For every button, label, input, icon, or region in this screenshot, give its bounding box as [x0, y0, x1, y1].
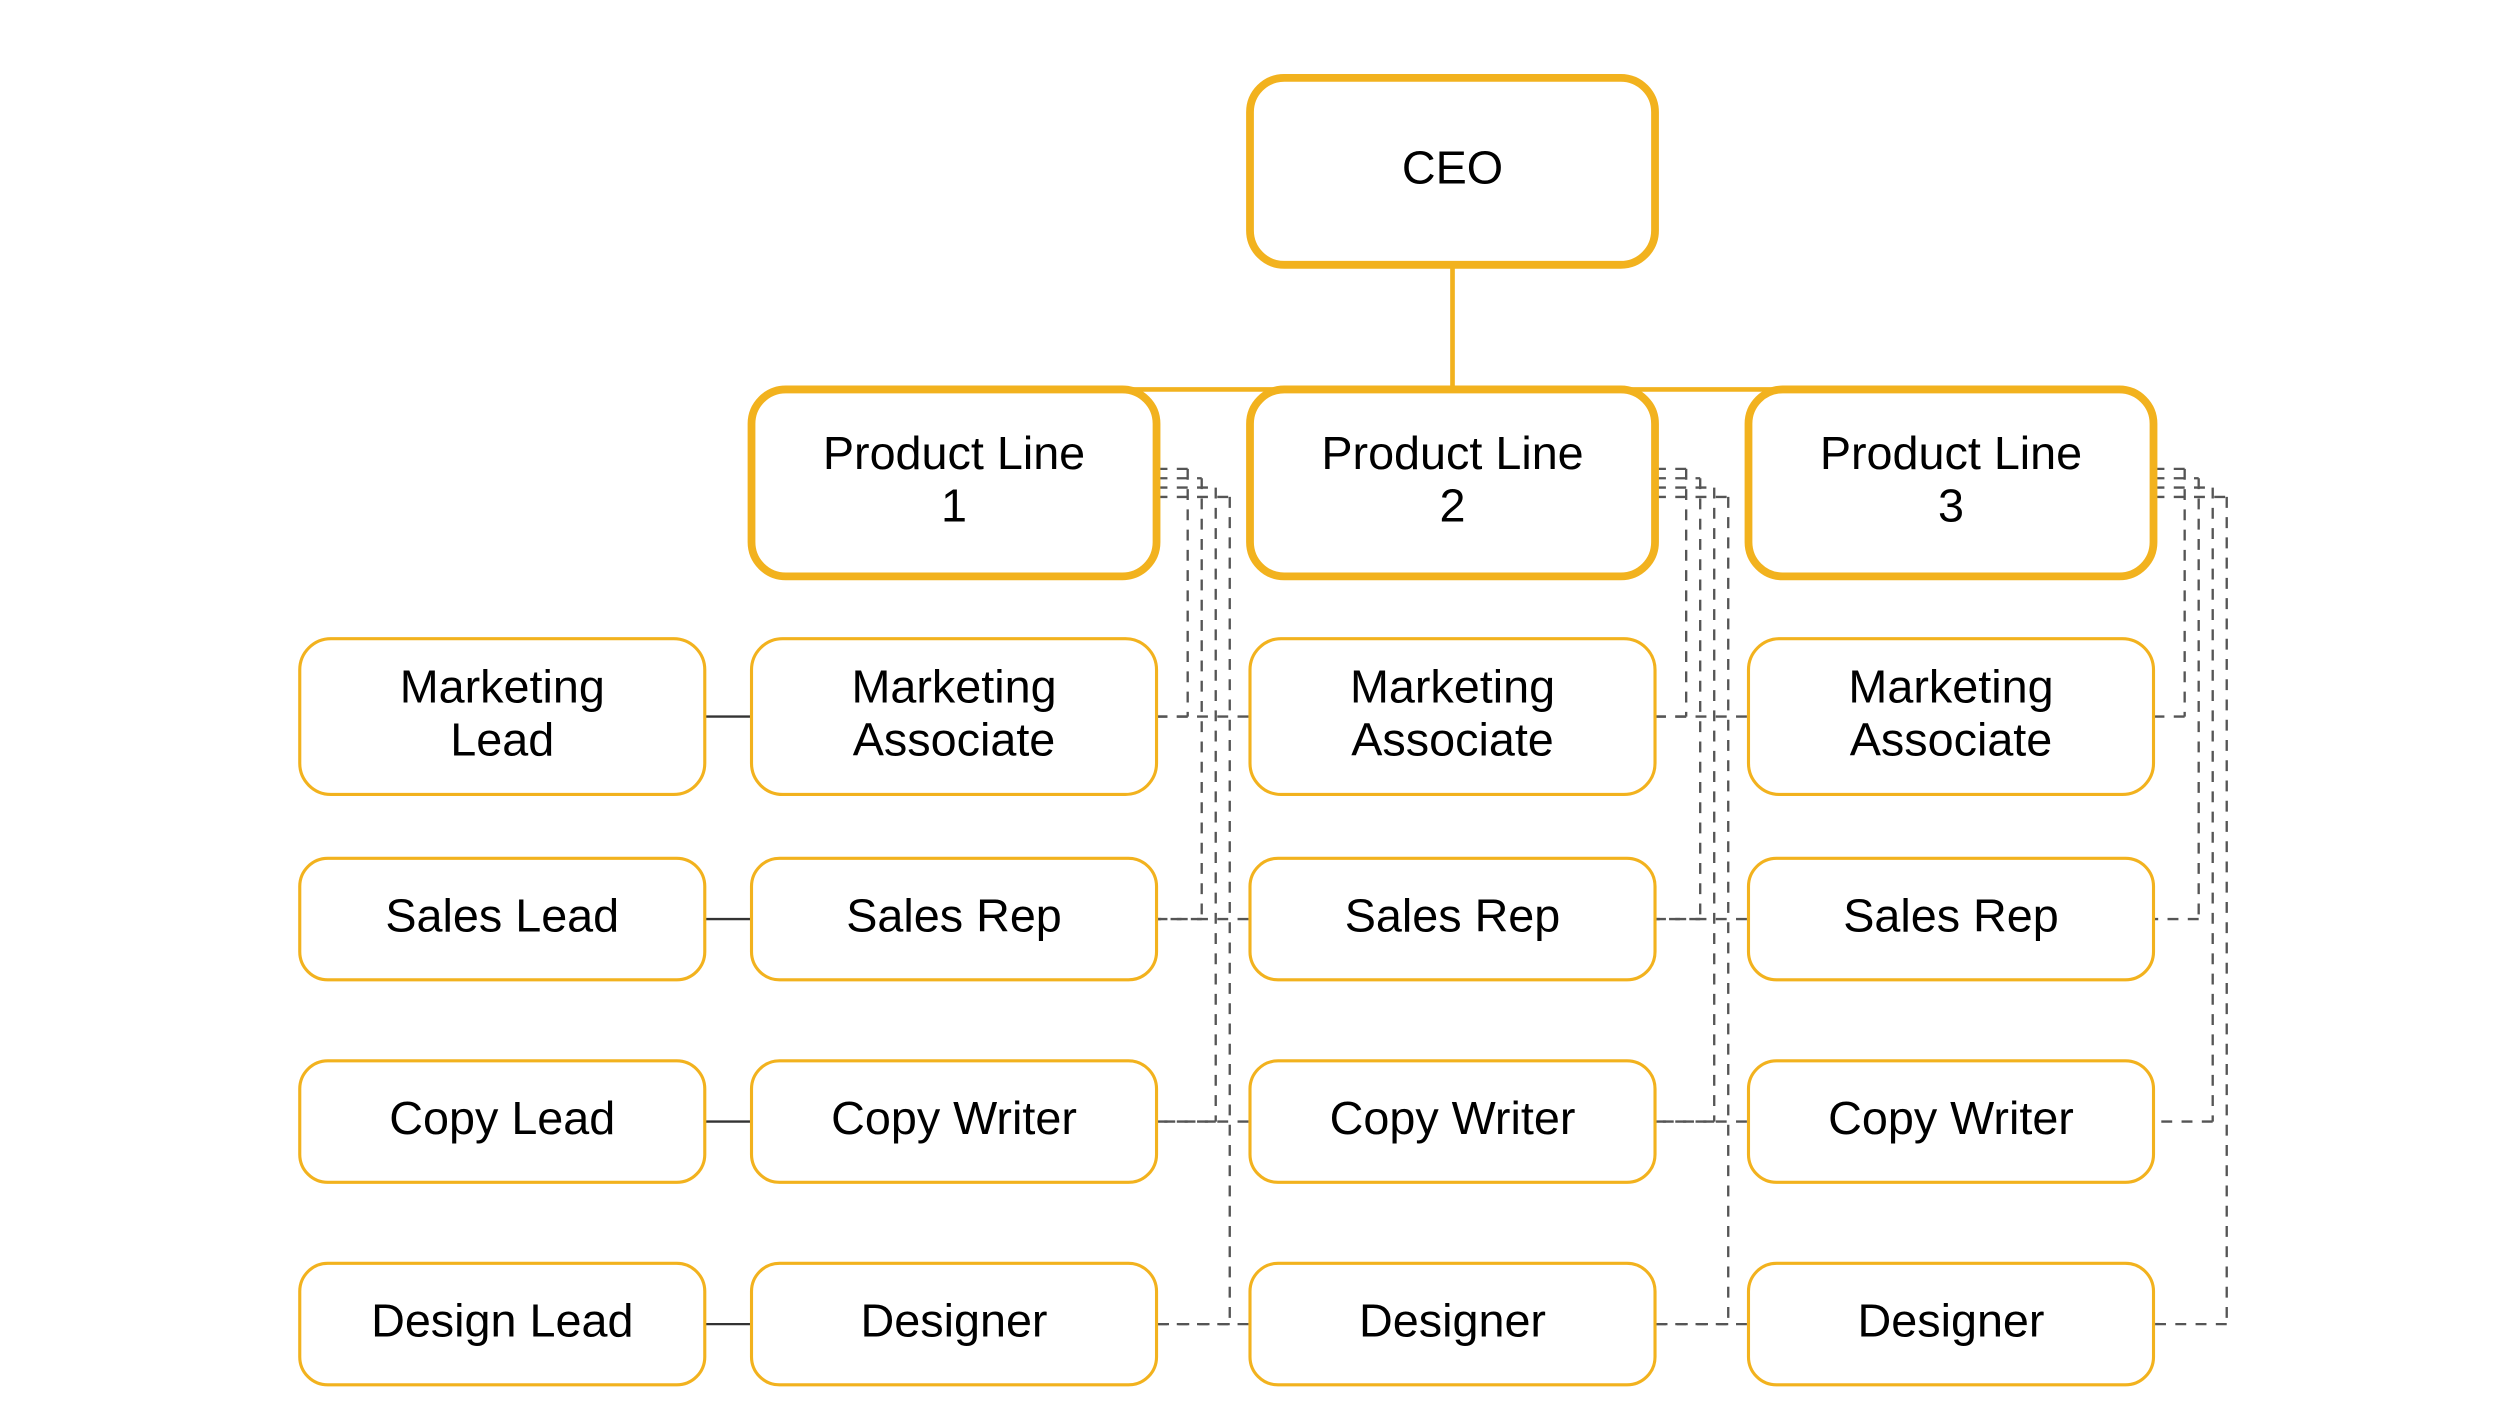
node-lead3: Copy Lead — [300, 1061, 705, 1183]
node-p2r3-label-line-0: Copy Writer — [1330, 1092, 1576, 1144]
node-p3r1: MarketingAssociate — [1748, 639, 2153, 795]
node-p1r2-label-line-0: Sales Rep — [846, 889, 1062, 941]
node-ceo-label-line-0: CEO — [1402, 142, 1503, 194]
node-p2r1-label-line-1: Associate — [1351, 713, 1554, 765]
node-p1r4: Designer — [752, 1263, 1157, 1385]
node-p2r4-label-line-0: Designer — [1359, 1294, 1546, 1346]
node-p2: Product Line2 — [1250, 389, 1655, 576]
node-p3r4: Designer — [1748, 1263, 2153, 1385]
node-p3r3: Copy Writer — [1748, 1061, 2153, 1183]
node-p3r3-label-line-0: Copy Writer — [1828, 1092, 2074, 1144]
node-p3: Product Line3 — [1748, 389, 2153, 576]
org-chart: CEOProduct Line1Product Line2Product Lin… — [0, 0, 2500, 1402]
node-p3r2-label-line-0: Sales Rep — [1843, 889, 2059, 941]
node-p2r3: Copy Writer — [1250, 1061, 1655, 1183]
node-lead2: Sales Lead — [300, 858, 705, 980]
node-p3r2: Sales Rep — [1748, 858, 2153, 980]
node-lead4: Design Lead — [300, 1263, 705, 1385]
lead-connectors — [705, 717, 752, 1325]
node-p2r2: Sales Rep — [1250, 858, 1655, 980]
node-p2r2-label-line-0: Sales Rep — [1345, 889, 1561, 941]
node-p1-label-line-1: 1 — [941, 480, 967, 532]
node-lead4-label-line-0: Design Lead — [371, 1294, 633, 1346]
node-p3r1-label-line-1: Associate — [1850, 713, 2053, 765]
node-p2r1: MarketingAssociate — [1250, 639, 1655, 795]
node-p3-label-line-0: Product Line — [1820, 427, 2082, 479]
node-p2-label-line-0: Product Line — [1321, 427, 1583, 479]
node-p1r1-label-line-0: Marketing — [851, 660, 1056, 712]
node-p1r3: Copy Writer — [752, 1061, 1157, 1183]
node-p1r1: MarketingAssociate — [752, 639, 1157, 795]
node-p1r3-label-line-0: Copy Writer — [831, 1092, 1077, 1144]
node-p1r2: Sales Rep — [752, 858, 1157, 980]
node-p2r4: Designer — [1250, 1263, 1655, 1385]
nodes: CEOProduct Line1Product Line2Product Lin… — [300, 78, 2154, 1385]
node-lead2-label-line-0: Sales Lead — [385, 889, 619, 941]
node-p1r1-label-line-1: Associate — [853, 713, 1056, 765]
node-lead1: MarketingLead — [300, 639, 705, 795]
node-ceo: CEO — [1250, 78, 1655, 265]
solid-connectors — [954, 265, 1951, 390]
node-p3-label-line-1: 3 — [1938, 480, 1964, 532]
node-lead3-label-line-0: Copy Lead — [389, 1092, 615, 1144]
node-p1-label-line-0: Product Line — [823, 427, 1085, 479]
node-p2-label-line-1: 2 — [1440, 480, 1466, 532]
node-p3r1-label-line-0: Marketing — [1848, 660, 2053, 712]
node-p2r1-label-line-0: Marketing — [1350, 660, 1555, 712]
node-lead1-label-line-0: Marketing — [400, 660, 605, 712]
node-p3r4-label-line-0: Designer — [1858, 1294, 2045, 1346]
node-lead1-label-line-1: Lead — [450, 713, 554, 765]
node-p1r4-label-line-0: Designer — [861, 1294, 1048, 1346]
node-p1: Product Line1 — [752, 389, 1157, 576]
